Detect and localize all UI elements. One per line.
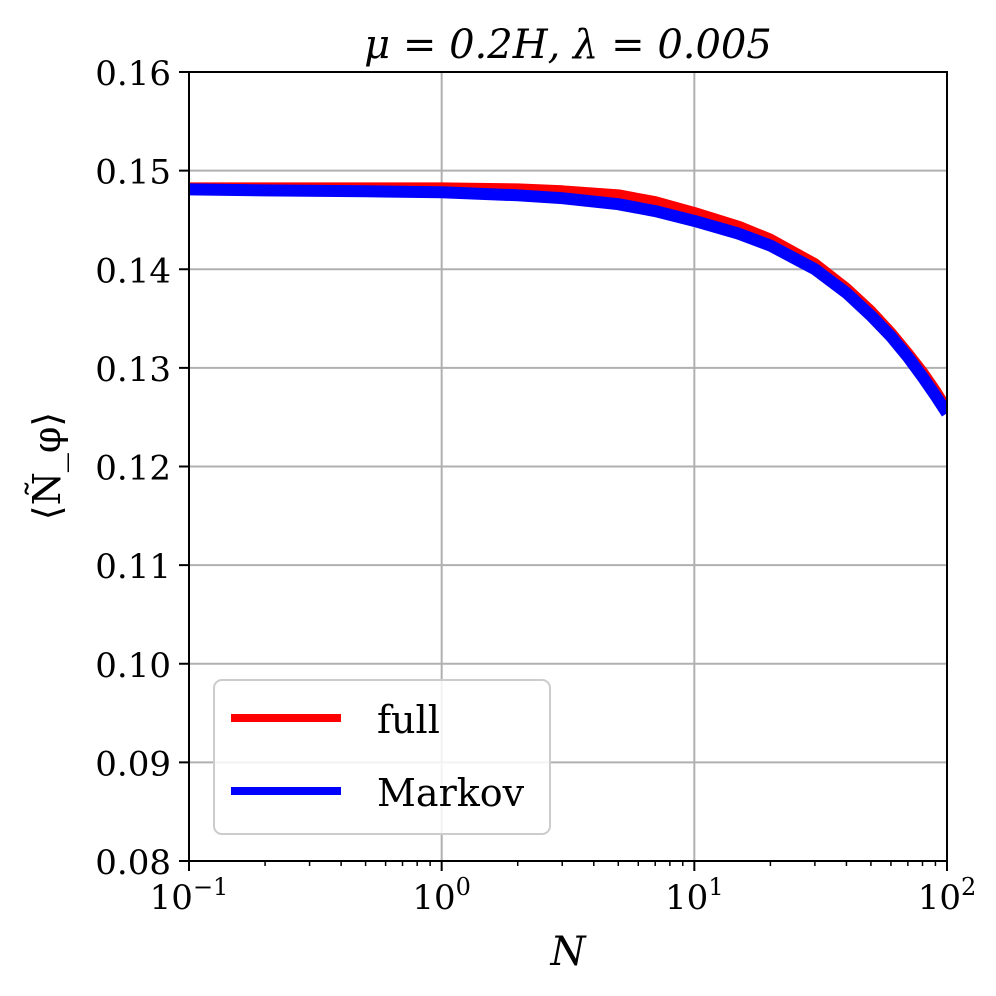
y-tick-label: 0.10: [95, 646, 171, 686]
y-tick-label: 0.11: [95, 547, 171, 587]
y-tick-label: 0.15: [95, 153, 171, 193]
y-tick-label: 0.16: [95, 54, 171, 94]
x-axis-ticks: 10−1 100 101 102: [150, 861, 977, 918]
data-curves: [189, 182, 947, 417]
x-tick-label: 10−1: [150, 873, 229, 918]
legend: full Markov: [213, 679, 551, 835]
x-tick-label: 102: [918, 873, 977, 918]
x-axis-label: N: [550, 929, 588, 975]
legend-label-markov: Markov: [377, 771, 525, 815]
x-tick-label: 101: [665, 873, 724, 918]
chart-title: μ = 0.2H, λ = 0.005: [364, 22, 772, 68]
series-line-full: [189, 182, 947, 414]
y-axis-label: ⟨Ñ_φ⟩: [25, 412, 70, 521]
series-line-markov: [189, 183, 947, 417]
y-tick-label: 0.09: [95, 744, 171, 784]
x-tick-label: 100: [412, 873, 471, 918]
y-axis-ticks: 0.08 0.09 0.10 0.11 0.12 0.13 0.14 0.15 0.16: [95, 54, 189, 883]
y-tick-label: 0.13: [95, 350, 171, 390]
legend-label-full: full: [377, 698, 440, 742]
y-tick-label: 0.08: [95, 843, 171, 883]
y-tick-label: 0.12: [95, 449, 171, 489]
y-tick-label: 0.14: [95, 251, 171, 291]
